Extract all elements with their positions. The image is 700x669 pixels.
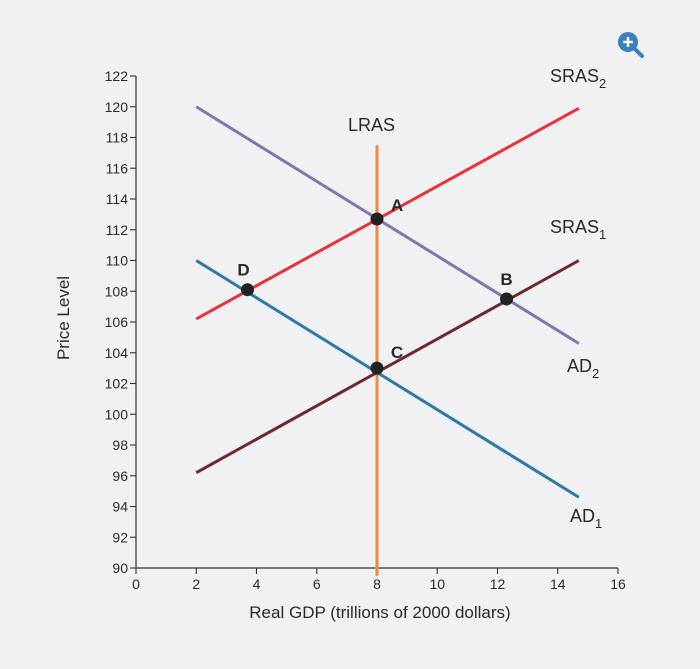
y-tick-label: 106 — [105, 314, 129, 330]
y-tick-label: 116 — [106, 160, 129, 176]
y-tick-label: 90 — [112, 560, 128, 576]
point-label-b: B — [500, 270, 512, 289]
x-tick-label: 10 — [429, 576, 445, 592]
x-tick-label: 8 — [373, 576, 381, 592]
x-axis-title: Real GDP (trillions of 2000 dollars) — [249, 603, 510, 622]
curve-labels: LRAS SRAS2 SRAS1 AD2 AD1 — [348, 66, 606, 531]
x-tick-label: 4 — [253, 576, 261, 592]
label-sras2: SRAS2 — [550, 66, 606, 91]
label-ad1: AD1 — [570, 506, 602, 531]
y-tick-label: 98 — [112, 437, 128, 453]
point-label-d: D — [237, 261, 249, 280]
point-d — [240, 283, 254, 297]
label-ad2: AD2 — [567, 356, 599, 381]
label-lras: LRAS — [348, 115, 395, 135]
point-label-a: A — [391, 196, 403, 215]
curve-ad2 — [195, 105, 580, 345]
point-label-c: C — [391, 343, 403, 362]
y-tick-label: 114 — [106, 191, 129, 207]
axes: 9092949698100102104106108110112114116118… — [105, 68, 626, 592]
y-tick-label: 100 — [105, 406, 129, 422]
zoom-in-icon[interactable] — [618, 32, 644, 58]
x-tick-label: 0 — [132, 576, 140, 592]
y-tick-label: 122 — [105, 68, 129, 84]
y-tick-label: 94 — [112, 499, 128, 515]
x-tick-label: 6 — [313, 576, 321, 592]
point-a — [370, 212, 384, 226]
x-tick-label: 2 — [192, 576, 200, 592]
x-tick-label: 14 — [550, 576, 566, 592]
equilibrium-points: A B C D — [237, 196, 514, 375]
point-b — [500, 292, 514, 306]
x-tick-label: 16 — [610, 576, 626, 592]
curve-sras2 — [195, 106, 580, 321]
y-tick-label: 110 — [106, 253, 129, 269]
curve-sras1 — [195, 259, 580, 474]
y-tick-label: 96 — [112, 468, 128, 484]
y-tick-label: 120 — [105, 99, 129, 115]
label-sras1: SRAS1 — [550, 217, 606, 242]
y-tick-label: 102 — [105, 376, 129, 392]
x-tick-label: 12 — [490, 576, 506, 592]
y-tick-label: 118 — [106, 130, 129, 146]
y-tick-label: 112 — [106, 222, 129, 238]
y-tick-label: 108 — [105, 283, 129, 299]
curve-ad1 — [195, 259, 580, 499]
point-c — [370, 361, 384, 375]
y-tick-label: 92 — [112, 529, 128, 545]
y-tick-label: 104 — [105, 345, 129, 361]
y-axis-title: Price Level — [54, 276, 73, 360]
